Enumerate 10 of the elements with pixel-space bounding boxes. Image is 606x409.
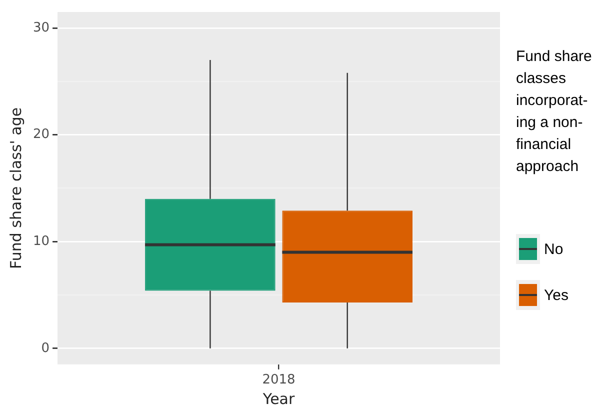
y-tick-label: 0	[41, 340, 50, 356]
x-axis-title: Year	[262, 390, 296, 408]
legend-title: Fund share classes incorporat- ing a non- financial approach	[516, 47, 593, 177]
x-tick-label: 2018	[262, 372, 296, 388]
y-tick-label: 30	[32, 20, 50, 36]
y-tick-label: 10	[32, 234, 50, 249]
y-tick-label: 20	[32, 127, 50, 142]
legend-label: No	[544, 240, 564, 258]
legend-label: Yes	[544, 286, 568, 304]
y-axis-title: Fund share class' age	[6, 107, 25, 269]
